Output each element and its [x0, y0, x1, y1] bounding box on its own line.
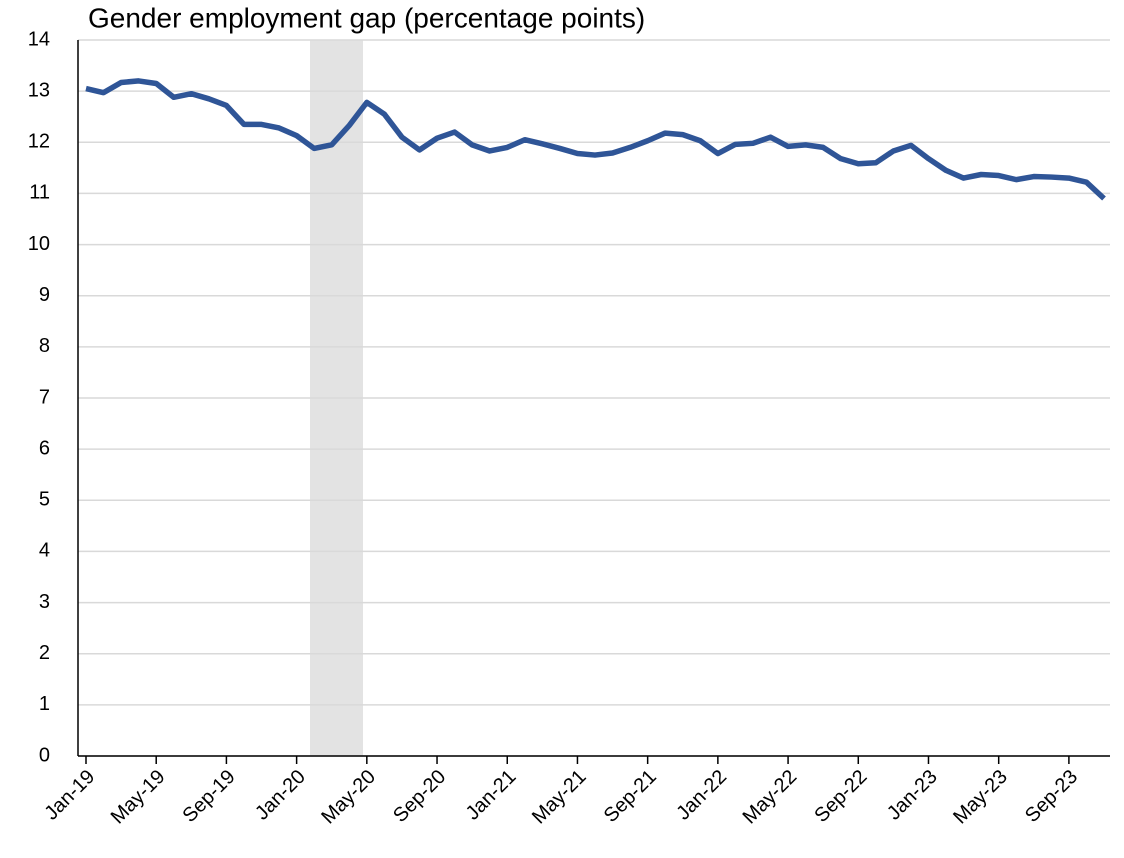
x-tick-label: Jan-20 [251, 766, 310, 825]
y-tick-label: 11 [29, 182, 50, 204]
chart-title: Gender employment gap (percentage points… [88, 2, 645, 33]
x-tick-label: Sep-20 [389, 766, 450, 827]
y-tick-label: 3 [39, 591, 50, 613]
x-tick-label: Sep-21 [600, 766, 661, 827]
x-tick-label: May-22 [739, 766, 802, 829]
x-tick-label: Jan-22 [672, 766, 731, 825]
y-tick-label: 4 [39, 540, 50, 562]
x-tick-label: May-21 [528, 766, 591, 829]
y-tick-label: 14 [28, 28, 50, 50]
x-tick-label: May-20 [317, 766, 380, 829]
y-tick-label: 6 [39, 437, 50, 459]
x-tick-label: May-19 [107, 766, 170, 829]
x-tick-label: May-23 [949, 766, 1012, 829]
y-tick-label: 0 [39, 744, 50, 766]
x-tick-label: Jan-23 [883, 766, 942, 825]
x-tick-label: Sep-22 [810, 766, 871, 827]
y-tick-label: 5 [39, 489, 50, 511]
y-tick-label: 12 [28, 131, 50, 153]
x-tick-label: Sep-23 [1021, 766, 1082, 827]
x-tick-label: Jan-21 [462, 766, 521, 825]
y-tick-label: 13 [28, 79, 50, 101]
x-tick-label: Jan-19 [40, 766, 99, 825]
y-tick-label: 1 [39, 693, 50, 715]
data-line [85, 78, 1106, 201]
y-tick-label: 2 [39, 642, 50, 664]
y-tick-label: 9 [39, 284, 50, 306]
y-tick-label: 7 [39, 386, 50, 408]
x-tick-label: Sep-19 [179, 766, 240, 827]
y-tick-label: 8 [39, 335, 50, 357]
y-tick-label: 10 [28, 233, 50, 255]
